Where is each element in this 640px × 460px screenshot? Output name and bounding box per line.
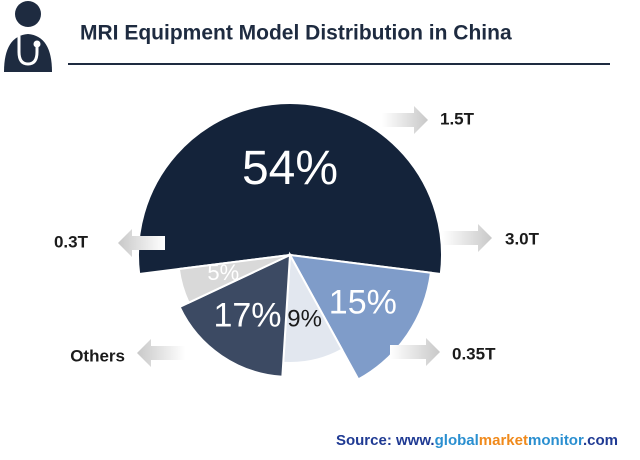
pie-slice — [178, 253, 292, 378]
category-label: 0.3T — [54, 232, 89, 251]
value-label: 54% — [242, 142, 338, 195]
source-part: market — [479, 432, 528, 449]
source-part: Source: www. — [336, 432, 435, 449]
value-label: 9% — [287, 306, 322, 333]
category-label: 1.5T — [440, 109, 475, 128]
category-label: Others — [70, 346, 125, 365]
value-label: 17% — [213, 297, 281, 335]
source: Source: www.globalmarketmonitor.com — [336, 432, 618, 449]
arrow — [137, 339, 185, 367]
header-icon — [4, 1, 52, 72]
category-label: 0.35T — [452, 344, 496, 363]
pie-slice — [177, 254, 291, 305]
arrow — [442, 224, 492, 252]
arrow — [390, 338, 440, 366]
value-label: 15% — [329, 283, 397, 321]
category-label: 3.0T — [505, 229, 540, 248]
arrow — [118, 229, 165, 257]
source-part: monitor — [528, 432, 584, 449]
source-part: .com — [583, 432, 618, 449]
chart-title: MRI Equipment Model Distribution in Chin… — [80, 22, 512, 45]
value-label: 5% — [207, 260, 239, 285]
pie-slice — [137, 102, 443, 276]
arrow — [382, 106, 428, 134]
source-part: global — [435, 432, 479, 449]
